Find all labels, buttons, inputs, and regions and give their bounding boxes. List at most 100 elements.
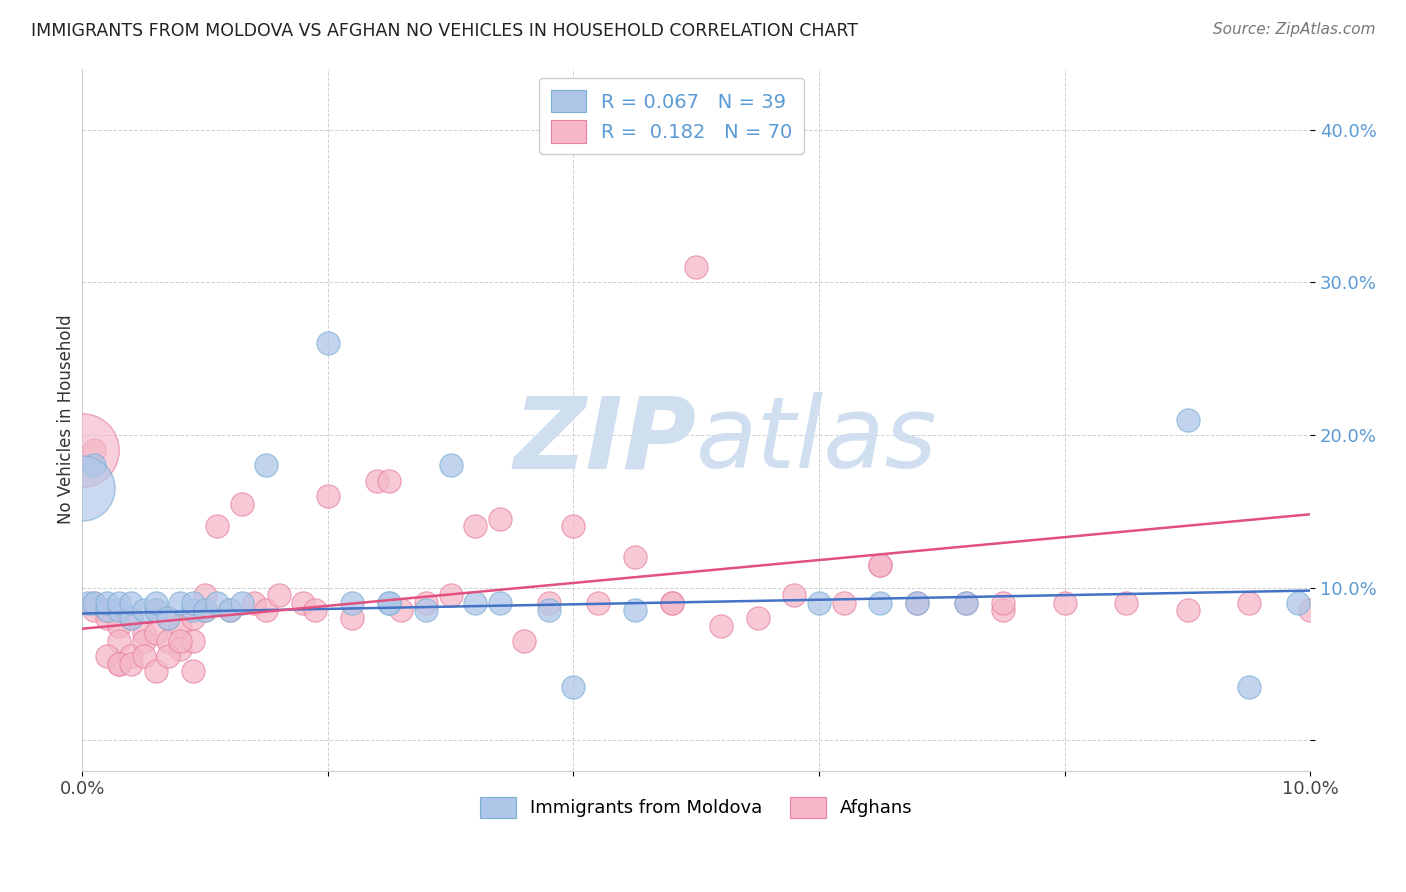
Point — [378, 474, 401, 488]
Point — [108, 603, 131, 617]
Point — [1053, 596, 1076, 610]
Point — [132, 649, 155, 664]
Point — [83, 596, 105, 610]
Point — [415, 596, 437, 610]
Point — [1237, 596, 1260, 610]
Point — [832, 596, 855, 610]
Point — [955, 596, 977, 610]
Point — [181, 596, 204, 610]
Point — [1177, 603, 1199, 617]
Legend: Immigrants from Moldova, Afghans: Immigrants from Moldova, Afghans — [472, 789, 920, 825]
Point — [207, 596, 229, 610]
Point — [267, 588, 290, 602]
Point — [710, 618, 733, 632]
Point — [292, 596, 315, 610]
Point — [83, 596, 105, 610]
Point — [120, 611, 142, 625]
Point — [157, 611, 180, 625]
Point — [108, 657, 131, 671]
Point — [905, 596, 928, 610]
Point — [955, 596, 977, 610]
Text: atlas: atlas — [696, 392, 938, 489]
Point — [783, 588, 806, 602]
Point — [254, 458, 277, 473]
Point — [108, 634, 131, 648]
Point — [562, 519, 585, 533]
Point — [181, 603, 204, 617]
Point — [169, 634, 191, 648]
Point — [243, 596, 266, 610]
Point — [1115, 596, 1137, 610]
Point — [96, 649, 118, 664]
Point — [157, 649, 180, 664]
Point — [70, 481, 93, 495]
Point — [120, 611, 142, 625]
Point — [218, 603, 240, 617]
Point — [304, 603, 326, 617]
Point — [207, 519, 229, 533]
Point — [218, 603, 240, 617]
Point — [378, 596, 401, 610]
Point — [231, 497, 253, 511]
Text: IMMIGRANTS FROM MOLDOVA VS AFGHAN NO VEHICLES IN HOUSEHOLD CORRELATION CHART: IMMIGRANTS FROM MOLDOVA VS AFGHAN NO VEH… — [31, 22, 858, 40]
Point — [181, 611, 204, 625]
Point — [194, 603, 217, 617]
Point — [108, 596, 131, 610]
Point — [464, 596, 486, 610]
Point — [77, 596, 100, 610]
Point — [145, 603, 167, 617]
Point — [132, 626, 155, 640]
Point — [120, 649, 142, 664]
Point — [181, 665, 204, 679]
Point — [391, 603, 413, 617]
Point — [231, 596, 253, 610]
Point — [96, 603, 118, 617]
Point — [1177, 412, 1199, 426]
Point — [254, 603, 277, 617]
Point — [157, 634, 180, 648]
Point — [661, 596, 683, 610]
Point — [120, 657, 142, 671]
Point — [1299, 603, 1322, 617]
Point — [342, 611, 364, 625]
Point — [83, 458, 105, 473]
Point — [169, 596, 191, 610]
Point — [685, 260, 707, 274]
Point — [145, 626, 167, 640]
Point — [145, 665, 167, 679]
Point — [169, 641, 191, 656]
Point — [194, 588, 217, 602]
Point — [378, 596, 401, 610]
Point — [869, 558, 891, 572]
Point — [342, 596, 364, 610]
Point — [624, 603, 647, 617]
Point — [157, 611, 180, 625]
Point — [181, 634, 204, 648]
Point — [96, 611, 118, 625]
Point — [316, 336, 339, 351]
Point — [108, 618, 131, 632]
Point — [439, 458, 461, 473]
Point — [1286, 596, 1309, 610]
Point — [96, 596, 118, 610]
Point — [488, 512, 510, 526]
Text: Source: ZipAtlas.com: Source: ZipAtlas.com — [1212, 22, 1375, 37]
Y-axis label: No Vehicles in Household: No Vehicles in Household — [58, 315, 75, 524]
Point — [808, 596, 831, 610]
Point — [537, 603, 560, 617]
Point — [415, 603, 437, 617]
Point — [586, 596, 609, 610]
Point — [661, 596, 683, 610]
Point — [132, 634, 155, 648]
Point — [747, 611, 769, 625]
Point — [993, 596, 1015, 610]
Point — [905, 596, 928, 610]
Point — [132, 603, 155, 617]
Point — [464, 519, 486, 533]
Point — [624, 549, 647, 564]
Point — [316, 489, 339, 503]
Point — [83, 443, 105, 458]
Text: ZIP: ZIP — [513, 392, 696, 489]
Point — [869, 596, 891, 610]
Point — [83, 603, 105, 617]
